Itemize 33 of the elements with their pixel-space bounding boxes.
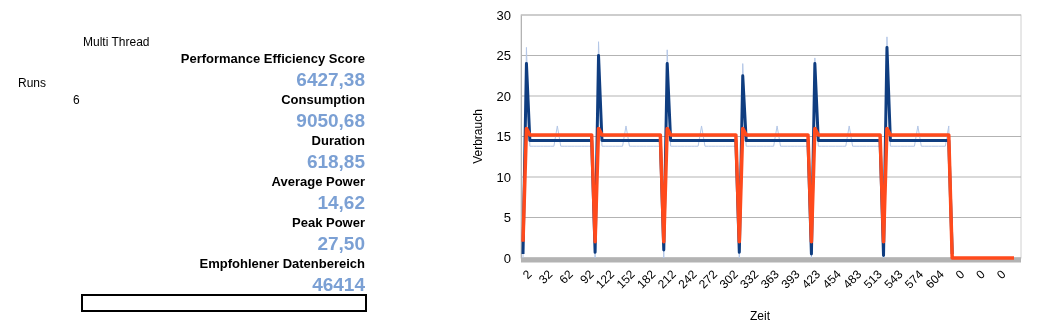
- y-tick-label: 20: [496, 88, 511, 104]
- text: Consumption: [281, 92, 366, 107]
- text: Average Power: [271, 174, 365, 189]
- text: 46414: [312, 274, 366, 295]
- x-tick-label: 62: [556, 267, 577, 287]
- y-axis-title: Verbrauch: [471, 109, 485, 164]
- y-tick-label: 10: [496, 169, 511, 185]
- text: Performance Efficiency Score: [180, 51, 365, 66]
- text: Duration: [311, 133, 366, 148]
- x-tick-label: 0: [952, 267, 968, 282]
- text: Multi Thread: [83, 35, 150, 49]
- text: 618,85: [306, 151, 366, 172]
- text: Peak Power: [292, 215, 365, 230]
- line-series: [521, 126, 1016, 260]
- x-tick-label: 182: [634, 267, 659, 292]
- text: 9050,68: [296, 110, 365, 131]
- text: 27,50: [317, 233, 365, 254]
- y-tick-label: 15: [496, 129, 511, 145]
- text: 6427,38: [296, 69, 365, 90]
- x-axis-title: Zeit: [749, 309, 771, 323]
- text: 14,62: [317, 192, 365, 213]
- y-tick-label: 25: [496, 48, 511, 64]
- x-tick-label: 0: [973, 267, 989, 282]
- text: 6: [73, 93, 80, 107]
- text: Runs: [18, 76, 47, 90]
- y-tick-label: 5: [503, 210, 511, 226]
- x-tick-label: 0: [993, 267, 1009, 282]
- x-tick-label: 32: [535, 267, 556, 287]
- y-tick-label: 30: [496, 7, 511, 23]
- text: Empfohlener Datenbereich: [199, 256, 366, 271]
- x-tick-label: 332: [737, 267, 762, 292]
- y-tick-label: 0: [503, 250, 511, 266]
- x-tick-label: 2: [520, 267, 535, 282]
